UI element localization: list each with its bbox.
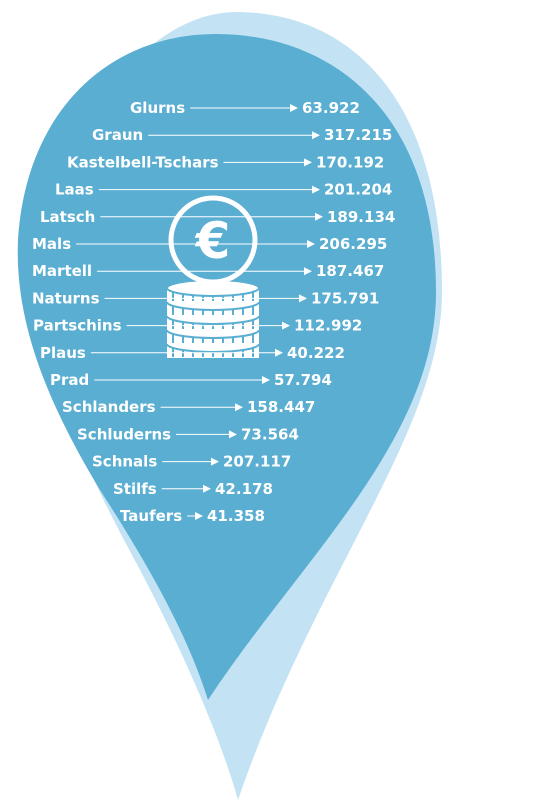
arrow-icon <box>312 131 320 140</box>
municipality-name: Prad <box>50 371 89 389</box>
arrow-icon <box>304 158 312 167</box>
map-pin-inner-shape <box>17 34 436 700</box>
municipality-name: Plaus <box>40 344 86 362</box>
arrow-icon <box>299 294 307 303</box>
list-item: Schluderns 73.564 <box>77 425 299 443</box>
list-item: Graun 317.215 <box>92 126 392 144</box>
list-item: Glurns 63.922 <box>130 99 360 117</box>
arrow-icon <box>229 430 237 439</box>
arrow-icon <box>275 348 283 357</box>
euro-symbol: € <box>195 212 231 270</box>
municipality-value: 201.204 <box>324 181 392 199</box>
list-item: Taufers 41.358 <box>120 507 265 525</box>
list-item: Partschins 112.992 <box>33 317 362 335</box>
municipality-name: Graun <box>92 126 143 144</box>
arrow-icon <box>262 376 270 384</box>
arrow-icon <box>290 104 298 112</box>
municipality-name: Partschins <box>33 317 122 335</box>
municipality-name: Schnals <box>92 453 157 471</box>
municipality-list: Glurns 63.922 Graun 317.215 Kastelbell-Tscha… <box>32 99 395 525</box>
municipality-value: 158.447 <box>247 398 315 416</box>
arrow-icon <box>211 457 219 466</box>
list-item: Latsch 189.134 <box>40 208 395 226</box>
municipality-name: Martell <box>32 262 92 280</box>
municipality-name: Glurns <box>130 99 185 117</box>
municipality-value: 57.794 <box>274 371 332 389</box>
municipality-name: Latsch <box>40 208 95 226</box>
municipality-name: Mals <box>32 235 71 253</box>
arrow-icon <box>315 212 323 221</box>
municipality-value: 40.222 <box>287 344 345 362</box>
arrow-icon <box>282 321 290 330</box>
list-item: Schlanders 158.447 <box>62 398 315 416</box>
municipality-value: 187.467 <box>316 262 384 280</box>
list-item: Martell 187.467 <box>32 262 384 280</box>
municipality-name: Laas <box>55 181 94 199</box>
arrow-icon <box>235 403 243 412</box>
euro-coin-stack-icon: € <box>166 195 260 358</box>
municipality-name: Stilfs <box>113 480 157 498</box>
municipality-name: Kastelbell-Tschars <box>67 153 219 171</box>
list-item: Prad 57.794 <box>50 371 332 389</box>
municipality-value: 73.564 <box>241 425 299 443</box>
list-item: Plaus 40.222 <box>40 344 345 362</box>
list-item: Stilfs 42.178 <box>113 480 273 498</box>
list-item: Kastelbell-Tschars 170.192 <box>67 153 384 171</box>
municipality-value: 206.295 <box>319 235 387 253</box>
municipality-value: 112.992 <box>294 317 362 335</box>
municipality-value: 189.134 <box>327 208 395 226</box>
arrow-icon <box>312 185 320 194</box>
arrow-icon <box>195 512 203 520</box>
list-item: Naturns 175.791 <box>32 289 379 307</box>
arrow-icon <box>203 484 211 493</box>
list-item: Mals 206.295 <box>32 235 387 253</box>
municipality-name: Schluderns <box>77 425 171 443</box>
list-item: Schnals 207.117 <box>92 453 291 471</box>
municipality-value: 41.358 <box>207 507 265 525</box>
municipality-name: Taufers <box>120 507 182 525</box>
municipality-value: 63.922 <box>302 99 360 117</box>
municipality-value: 317.215 <box>324 126 392 144</box>
municipality-value: 42.178 <box>215 480 273 498</box>
list-item: Laas 201.204 <box>55 181 392 199</box>
municipality-value: 207.117 <box>223 453 291 471</box>
municipality-value: 175.791 <box>311 289 379 307</box>
arrow-icon <box>307 240 315 248</box>
municipality-value: 170.192 <box>316 153 384 171</box>
municipality-name: Schlanders <box>62 398 156 416</box>
arrow-icon <box>304 267 312 276</box>
municipality-name: Naturns <box>32 289 100 307</box>
